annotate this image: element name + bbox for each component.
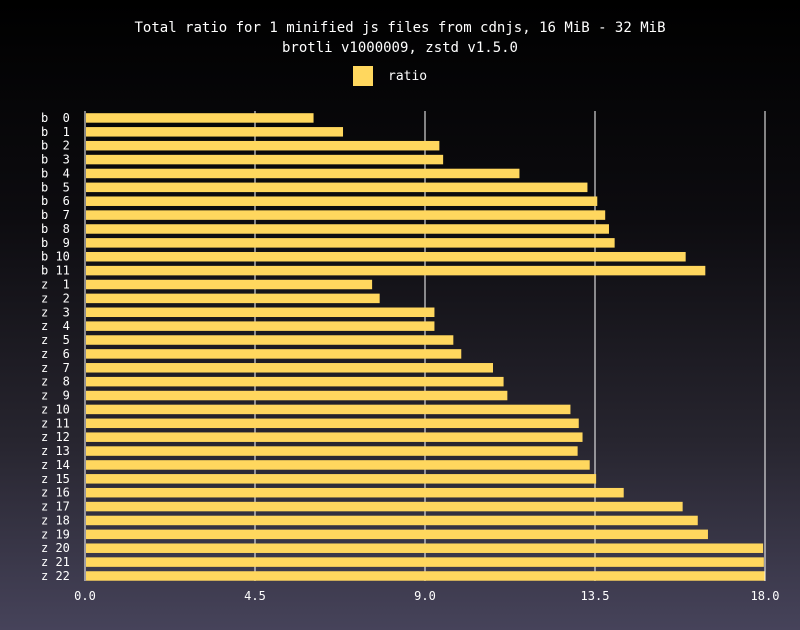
bar-z-1 <box>86 279 373 290</box>
category-label: z 22 <box>41 569 70 583</box>
bar-z-16 <box>86 487 624 498</box>
x-tick-label-2: 9.0 <box>414 589 436 603</box>
x-tick-label-0: 0.0 <box>74 589 96 603</box>
x-tick-label-3: 13.5 <box>581 589 610 603</box>
category-label: z 3 <box>41 305 70 319</box>
bar-b-1 <box>86 127 344 137</box>
category-label: b 4 <box>41 166 70 180</box>
bar-b-5 <box>86 182 588 193</box>
category-label: z 21 <box>41 555 70 569</box>
chart-title-block: Total ratio for 1 minified js files from… <box>0 18 800 58</box>
category-label: b 10 <box>41 250 70 264</box>
x-tick-label-1: 4.5 <box>244 589 266 603</box>
category-label: b 2 <box>41 139 70 153</box>
bar-b-3 <box>86 154 444 165</box>
bar-z-7 <box>86 363 493 373</box>
category-label: z 11 <box>41 416 70 430</box>
chart-subtitle: brotli v1000009, zstd v1.5.0 <box>281 40 518 56</box>
bar-b-4 <box>86 168 520 179</box>
category-label: z 20 <box>41 541 70 555</box>
x-tick-label-4: 18.0 <box>751 589 780 603</box>
bar-z-19 <box>86 529 708 540</box>
bar-z-6 <box>86 349 462 359</box>
category-label: z 6 <box>41 347 70 361</box>
bar-z-3 <box>86 307 435 318</box>
category-label: b 5 <box>41 180 70 194</box>
category-label: z 2 <box>41 291 70 305</box>
bar-z-14 <box>86 460 590 470</box>
chart-title: Total ratio for 1 minified js files from… <box>134 20 666 36</box>
category-label: z 12 <box>41 430 70 444</box>
bar-z-13 <box>86 446 578 456</box>
category-label: b 6 <box>41 194 70 208</box>
category-label: b 8 <box>41 222 70 236</box>
bar-z-11 <box>86 418 579 429</box>
category-label: z 18 <box>41 513 70 527</box>
category-label: b 0 <box>41 111 70 125</box>
category-label: z 9 <box>41 389 70 403</box>
category-label: b 7 <box>41 208 70 222</box>
category-label: b 1 <box>41 125 70 139</box>
category-label: b 11 <box>41 264 70 278</box>
bar-z-22 <box>86 571 765 581</box>
bar-z-5 <box>86 335 454 345</box>
legend-swatch-ratio <box>353 66 373 86</box>
bar-z-21 <box>86 557 764 567</box>
category-label: z 14 <box>41 458 70 472</box>
bar-z-17 <box>86 501 683 512</box>
category-label: z 17 <box>41 500 70 514</box>
category-label: z 1 <box>41 278 70 292</box>
bar-z-20 <box>86 543 764 553</box>
category-label: b 3 <box>41 153 70 167</box>
category-label: z 7 <box>41 361 70 375</box>
bar-b-6 <box>86 196 598 206</box>
bar-z-9 <box>86 390 508 401</box>
legend-label-ratio: ratio <box>388 68 428 84</box>
category-label: z 10 <box>41 402 70 416</box>
bar-z-2 <box>86 293 380 304</box>
bar-b-9 <box>86 238 615 248</box>
bar-b-0 <box>86 113 314 123</box>
category-label: z 16 <box>41 486 70 500</box>
category-label: z 15 <box>41 472 70 486</box>
category-label: b 9 <box>41 236 70 250</box>
bar-b-11 <box>86 265 706 276</box>
bar-z-12 <box>86 432 583 442</box>
bar-z-15 <box>86 474 597 484</box>
category-label: z 8 <box>41 375 70 389</box>
bar-z-8 <box>86 376 504 387</box>
chart-legend: ratio <box>353 65 427 87</box>
category-label: z 4 <box>41 319 70 333</box>
category-label: z 19 <box>41 527 70 541</box>
bar-b-7 <box>86 210 606 220</box>
bar-b-10 <box>86 251 686 262</box>
category-label: z 5 <box>41 333 70 347</box>
category-label: z 13 <box>41 444 70 458</box>
bar-z-10 <box>86 404 571 415</box>
bar-b-8 <box>86 224 609 234</box>
bar-b-2 <box>86 140 440 151</box>
bar-z-4 <box>86 321 435 331</box>
bar-z-18 <box>86 515 698 526</box>
